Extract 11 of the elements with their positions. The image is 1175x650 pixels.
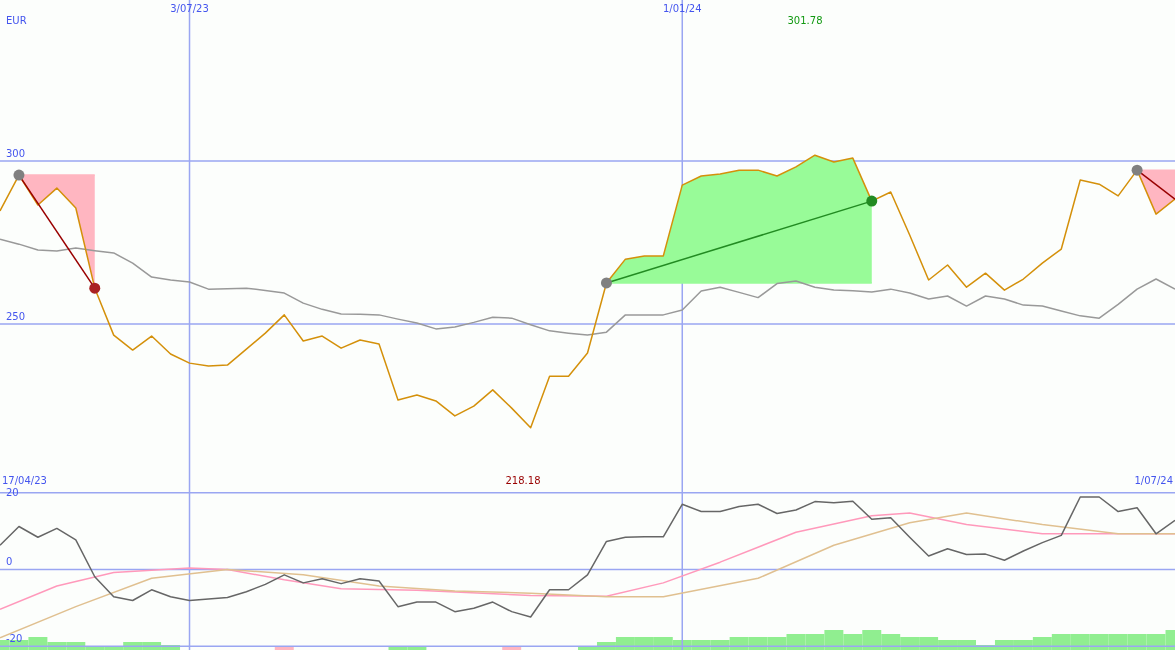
y-tick-label: 0: [6, 556, 13, 568]
y-tick-label: 300: [6, 148, 26, 160]
x-tick-label: 3/07/23: [170, 3, 209, 14]
x-tick-label: 1/01/24: [662, 3, 702, 14]
annotation: 17/04/23: [2, 475, 47, 486]
annotation: 301.78: [787, 15, 823, 26]
y-tick-label: 250: [6, 311, 26, 323]
y-axis-title: EUR: [6, 15, 27, 26]
y-tick-label: 20: [6, 487, 19, 499]
annotation: 1/07/24: [1134, 475, 1173, 486]
annotation: 218.18: [505, 475, 541, 486]
